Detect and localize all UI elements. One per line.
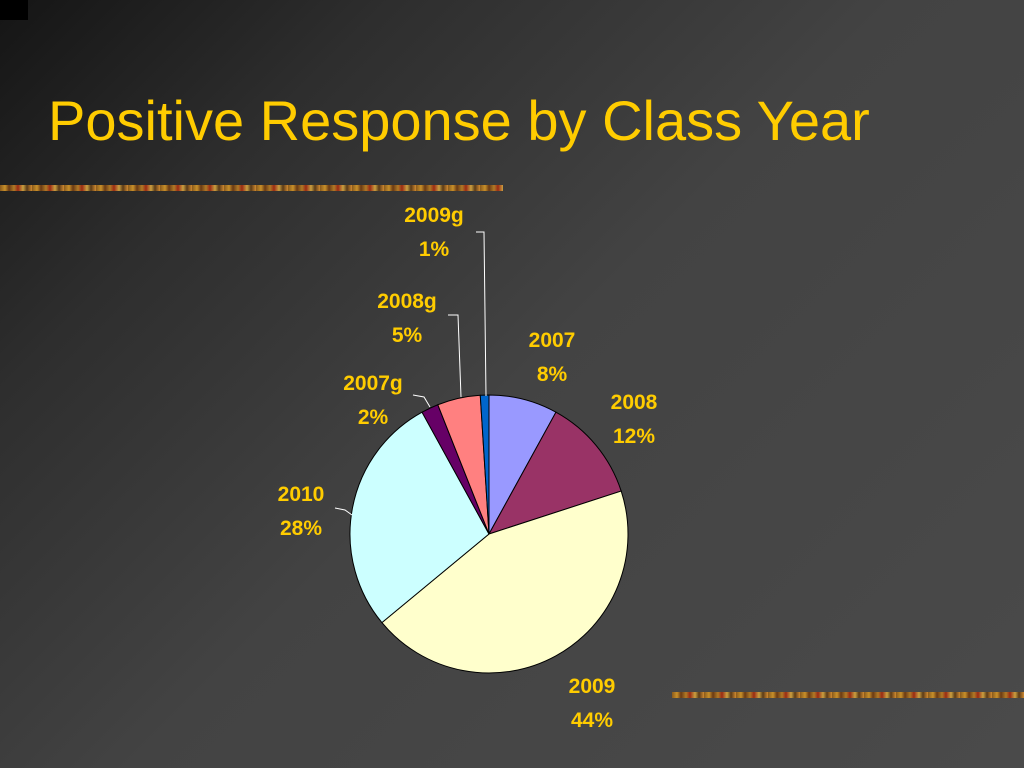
corner-mark bbox=[0, 0, 28, 20]
slice-percent-2008g: 5% bbox=[392, 324, 423, 347]
slice-label-2010: 2010 bbox=[278, 483, 325, 506]
pie-slice-2009 bbox=[381, 490, 629, 674]
slice-percent-2007g: 2% bbox=[358, 406, 389, 429]
decorative-bar-bottom bbox=[672, 692, 1024, 698]
slide-title: Positive Response by Class Year bbox=[48, 89, 870, 152]
leader-line-2007g bbox=[412, 394, 431, 408]
leader-line-2009g bbox=[476, 231, 487, 397]
slice-label-2008g: 2008g bbox=[377, 290, 437, 313]
decorative-bar-top bbox=[0, 185, 503, 191]
slice-label-2009g: 2009g bbox=[404, 204, 464, 227]
slice-label-2008: 2008 bbox=[611, 391, 658, 414]
slice-label-2007: 2007 bbox=[529, 329, 576, 352]
leader-line-2008g bbox=[448, 314, 462, 398]
slice-label-2009: 2009 bbox=[569, 675, 616, 698]
leader-line-2010 bbox=[334, 507, 353, 516]
slice-percent-2008: 12% bbox=[613, 425, 655, 448]
pie-slice-2008 bbox=[487, 411, 622, 535]
slice-label-2007g: 2007g bbox=[343, 372, 403, 395]
slice-percent-2007: 8% bbox=[537, 363, 568, 386]
slice-percent-2010: 28% bbox=[280, 517, 322, 540]
slice-percent-2009: 44% bbox=[571, 709, 613, 732]
slice-percent-2009g: 1% bbox=[419, 238, 450, 261]
pie-slice-2009g bbox=[479, 394, 490, 535]
pie-slice-2010 bbox=[349, 411, 490, 624]
